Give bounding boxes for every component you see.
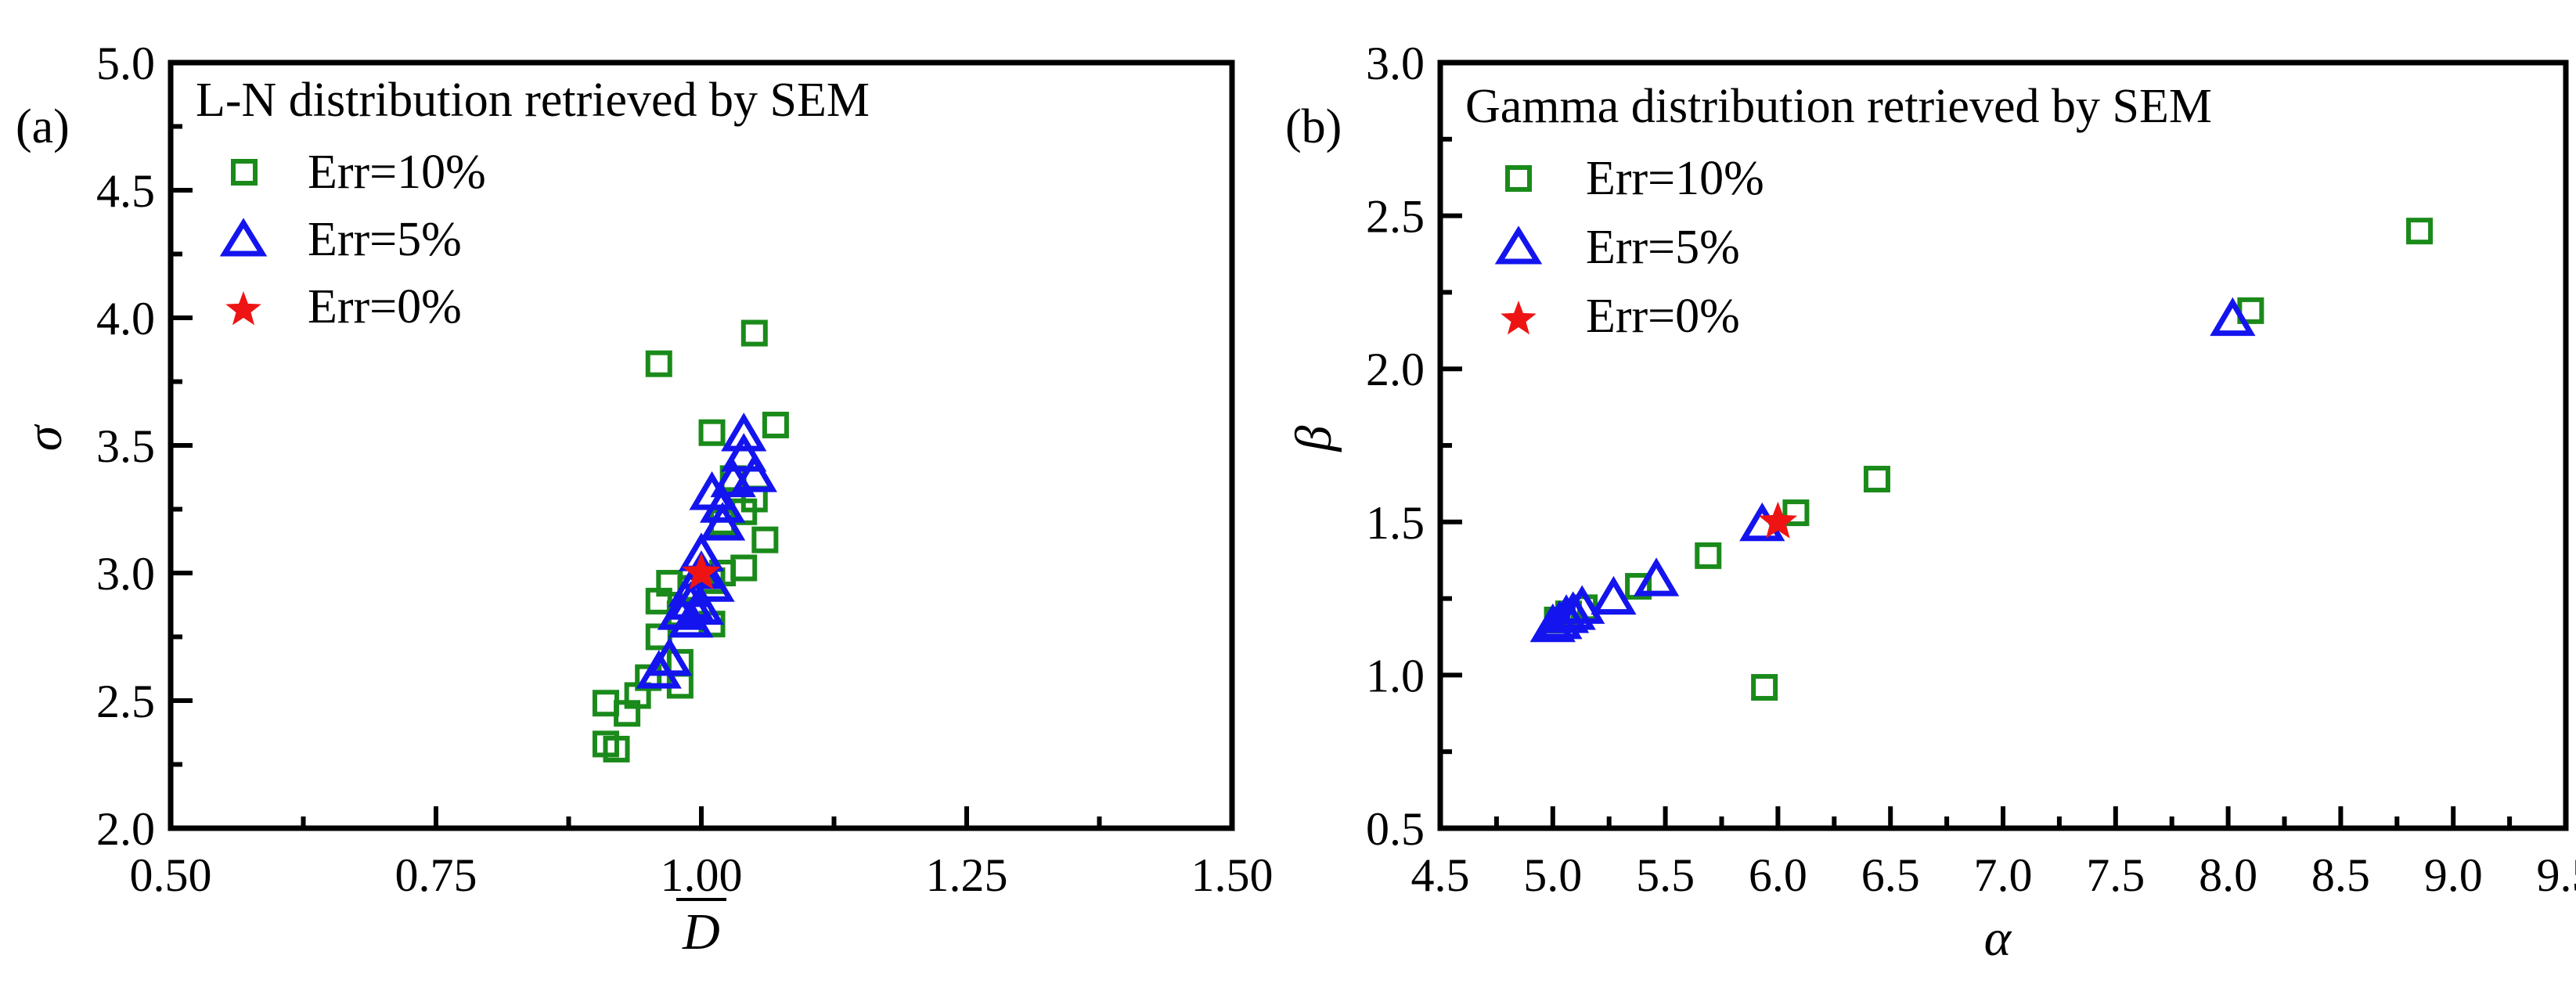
y-tick-label: 3.5: [96, 420, 155, 472]
x-tick-label: 7.0: [1974, 849, 2033, 901]
x-tick-label: 1.00: [661, 849, 743, 901]
panel-a-legend-square-icon: [231, 159, 258, 186]
data-point-square: [645, 350, 672, 377]
data-point-triangle: [699, 502, 746, 541]
panel-b-legend-square-icon: [1505, 165, 1532, 192]
x-tick-label: 1.50: [1191, 849, 1274, 901]
x-tick-label: 1.25: [926, 849, 1008, 901]
data-point-star: [682, 553, 721, 589]
panel-a-legend: L-N distribution retrieved by SEM Err=10…: [196, 74, 870, 333]
data-point-triangle: [2210, 297, 2256, 337]
panel-b-legend-title: Gamma distribution retrieved by SEM: [1465, 80, 2212, 133]
y-tick-label: 2.5: [1366, 191, 1425, 243]
x-tick-label: 6.0: [1749, 849, 1807, 901]
y-tick-label: 2.0: [1366, 344, 1425, 395]
panel-a-legend-entry-err0: Err=0%: [308, 280, 462, 333]
panel-a-ticks: [168, 60, 1234, 831]
y-tick-label: 2.0: [96, 803, 155, 855]
y-tick-label: 4.5: [96, 165, 155, 217]
data-point-triangle: [721, 433, 767, 472]
panel-b-x-axis-label: α: [1984, 910, 2012, 967]
panel-a-plot-area: [592, 319, 789, 762]
panel-a-legend-title: L-N distribution retrieved by SEM: [196, 74, 870, 127]
data-point-square: [730, 554, 758, 582]
panel-b-legend-entry-err5: Err=5%: [1586, 221, 1740, 274]
panel-a-label: (a): [16, 100, 70, 153]
data-point-triangle: [721, 413, 767, 452]
data-point-triangle: [636, 650, 682, 689]
panel-b-label: (b): [1285, 100, 1342, 153]
y-tick-label: 2.5: [96, 676, 155, 727]
panel-b-plot-area: [1529, 218, 2434, 701]
y-tick-label: 5.0: [96, 38, 155, 89]
data-point-triangle: [731, 453, 777, 492]
x-tick-label: 5.0: [1523, 849, 1582, 901]
x-tick-label: 6.5: [1861, 849, 1920, 901]
data-point-triangle: [1633, 557, 1680, 597]
data-point-square: [698, 419, 726, 446]
data-point-triangle: [668, 599, 714, 638]
data-point-triangle: [699, 484, 746, 523]
x-tick-label: 0.75: [395, 849, 477, 901]
panel-a-tick-labels: 0.50 0.75 1.00 1.25 1.50 2.0 2.5 3.0 3.5 4.0 4.5 5.…: [96, 38, 1274, 901]
data-point-square: [1863, 466, 1890, 493]
x-tick-label: 0.50: [130, 849, 212, 901]
data-point-square: [1625, 572, 1652, 600]
panel-a-legend-entry-err10: Err=10%: [308, 146, 486, 199]
y-tick-label: 3.0: [1366, 38, 1425, 89]
data-point-square: [762, 411, 789, 438]
panel-b-tick-labels: 4.5 5.0 5.5 6.0 6.5 7.0 7.5 8.0 8.5 9.0 9.5 0.5 1.0 1…: [1366, 38, 2576, 901]
data-point-triangle: [1537, 600, 1583, 640]
panel-b-legend-entry-err0: Err=0%: [1586, 290, 1740, 343]
panel-a: (a) 0.50 0.75 1.00 1.25 1.50 2.0 2.5 3.0 3.5 4.0 4…: [16, 38, 1274, 961]
y-tick-label: 4.0: [96, 293, 155, 344]
panel-b: (b) 4.5 5.0 5.5 6.0 6.5 7.0 7.5 8.0 8.5 9.0 9.5 0.5…: [1285, 38, 2576, 967]
data-point-triangle: [710, 458, 756, 498]
data-point-triangle: [689, 563, 735, 602]
x-tick-label: 9.0: [2424, 849, 2483, 901]
panel-b-legend-star-icon: [1501, 301, 1537, 335]
panel-a-x-axis-label: D: [682, 903, 720, 961]
data-point-square: [603, 735, 630, 762]
data-point-triangle: [1529, 603, 1576, 643]
y-tick-label: 1.0: [1366, 650, 1425, 701]
panel-b-ticks: [1438, 60, 2568, 831]
data-point-square: [1751, 674, 1778, 701]
panel-b-legend: Gamma distribution retrieved by SEM Err=…: [1465, 80, 2212, 343]
panel-a-legend-entry-err5: Err=5%: [308, 213, 462, 266]
x-tick-label: 8.5: [2311, 849, 2370, 901]
panel-b-legend-triangle-icon: [1494, 225, 1543, 265]
data-point-square: [1695, 542, 1722, 569]
panel-b-y-axis-label: β: [1285, 425, 1342, 452]
y-tick-label: 3.0: [96, 548, 155, 600]
data-point-square: [592, 690, 619, 717]
panel-b-legend-entry-err10: Err=10%: [1586, 152, 1764, 205]
data-point-triangle: [1591, 575, 1637, 615]
data-point-square: [740, 319, 768, 347]
data-point-square: [751, 526, 779, 553]
panel-a-legend-star-icon: [225, 291, 261, 326]
y-tick-label: 0.5: [1366, 803, 1425, 855]
panel-a-legend-triangle-icon: [219, 218, 268, 257]
x-tick-label: 7.5: [2086, 849, 2145, 901]
data-point-square: [1782, 499, 1810, 527]
y-tick-label: 1.5: [1366, 497, 1425, 549]
panel-a-y-axis-label: σ: [16, 424, 73, 451]
x-tick-label: 4.5: [1411, 849, 1470, 901]
data-point-square: [2406, 218, 2434, 245]
data-point-square: [614, 700, 641, 727]
data-point-star: [1758, 501, 1798, 539]
x-tick-label: 8.0: [2199, 849, 2257, 901]
x-tick-label: 5.5: [1636, 849, 1695, 901]
x-tick-label: 9.5: [2537, 849, 2576, 901]
